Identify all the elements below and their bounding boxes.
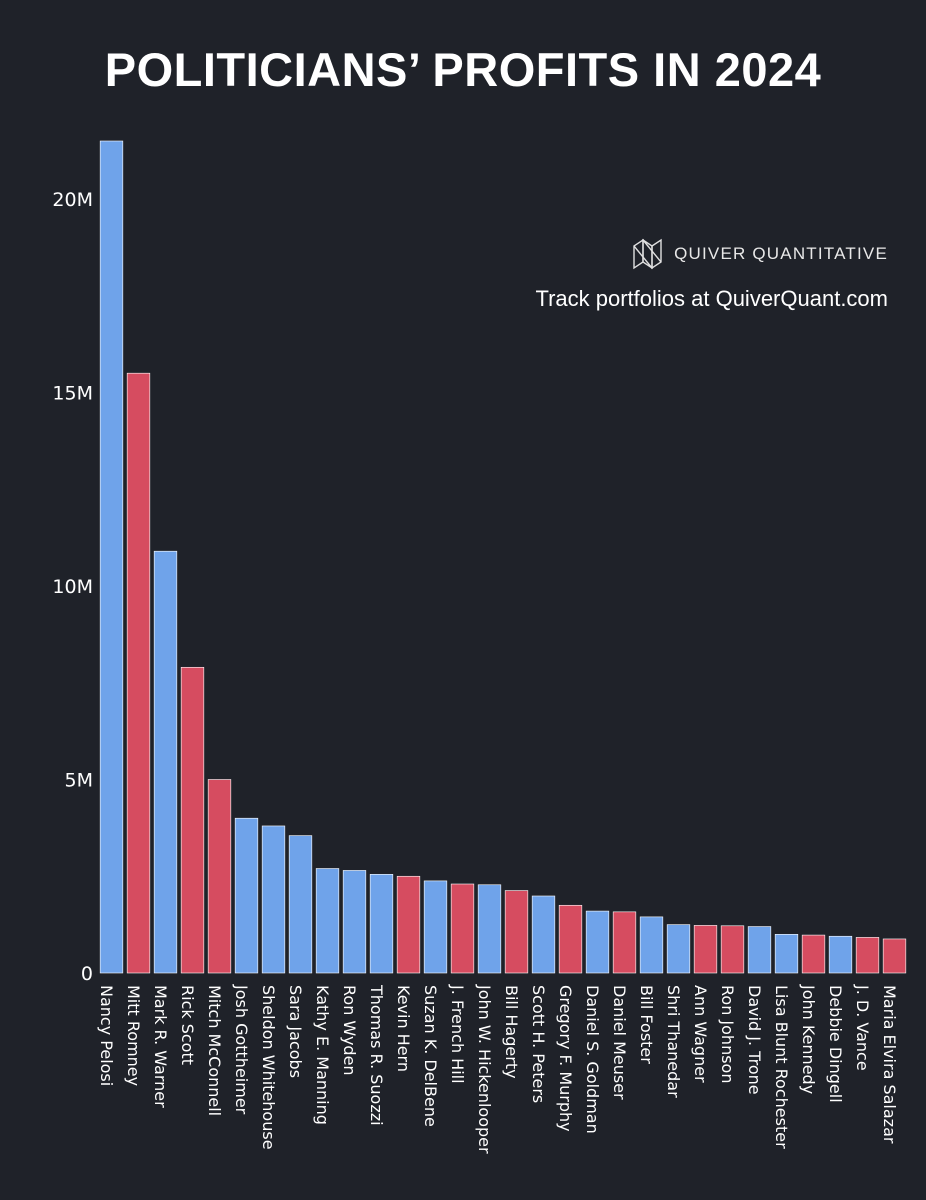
y-tick-label: 0: [81, 963, 93, 985]
x-tick-label: J. D. Vance: [853, 984, 872, 1071]
bar: [207, 779, 232, 974]
y-tick-label: 10M: [52, 576, 93, 598]
bar: [423, 880, 448, 974]
y-tick-label: 15M: [52, 383, 93, 405]
x-tick-label: Kevin Hern: [394, 985, 413, 1072]
bar: [450, 883, 475, 974]
x-tick-label: Scott H. Peters: [529, 985, 548, 1103]
x-tick-label: Ron Johnson: [718, 985, 737, 1083]
x-tick-label: Mark R. Warner: [151, 985, 170, 1108]
y-tick-label: 5M: [65, 770, 93, 792]
bar: [153, 550, 178, 974]
x-tick-label: Ann Wagner: [691, 985, 710, 1083]
bar: [261, 825, 286, 974]
brand-tagline: Track portfolios at QuiverQuant.com: [535, 286, 888, 311]
x-tick-label: Maria Elvira Salazar: [880, 985, 899, 1144]
x-tick-label: David J. Trone: [745, 985, 764, 1095]
brand-watermark: QUIVER QUANTITATIVE: [630, 236, 888, 272]
bar: [882, 938, 907, 974]
brand-name: QUIVER QUANTITATIVE: [674, 244, 888, 263]
bar: [585, 910, 610, 974]
bar: [531, 895, 556, 974]
bar: [612, 911, 637, 974]
x-tick-label: Sheldon Whitehouse: [259, 985, 278, 1150]
x-tick-label: J. French Hill: [448, 984, 467, 1084]
x-tick-label: Lisa Blunt Rochester: [772, 985, 791, 1149]
x-tick-label: Rick Scott: [178, 985, 197, 1065]
x-tick-label: John Kennedy: [799, 984, 818, 1094]
bar: [504, 890, 529, 974]
x-tick-label: Gregory F. Murphy: [556, 985, 575, 1132]
bar: [774, 933, 799, 974]
bar: [180, 666, 205, 974]
bar: [288, 835, 313, 974]
bar: [855, 937, 880, 974]
bar: [396, 875, 421, 974]
bar: [234, 817, 259, 974]
bar: [801, 934, 826, 974]
bar: [666, 924, 691, 974]
x-tick-label: Mitch McConnell: [205, 985, 224, 1116]
chart-title: POLITICIANS’ PROFITS IN 2024: [104, 43, 822, 96]
x-tick-label: Josh Gottheimer: [232, 984, 251, 1115]
bar: [126, 372, 151, 974]
x-tick-label: Thomas R. Suozzi: [367, 984, 386, 1126]
x-tick-label: Shri Thanedar: [664, 985, 683, 1098]
x-tick-label: Suzan K. DelBene: [421, 985, 440, 1127]
x-tick-label: Kathy E. Manning: [313, 985, 332, 1125]
bar: [342, 870, 367, 974]
y-tick-label: 20M: [52, 189, 93, 211]
bar: [747, 926, 772, 974]
quiver-logo-icon: [633, 238, 662, 270]
bar: [639, 916, 664, 974]
x-tick-label: Debbie Dingell: [826, 985, 845, 1103]
bar: [828, 935, 853, 974]
bar: [369, 874, 394, 974]
x-tick-label: Ron Wyden: [340, 985, 359, 1076]
bar: [720, 925, 745, 974]
x-tick-label: Mitt Romney: [124, 985, 143, 1086]
x-tick-label: Bill Foster: [637, 985, 656, 1064]
x-tick-label: Daniel Meuser: [610, 985, 629, 1100]
x-tick-label: Nancy Pelosi: [97, 985, 116, 1086]
x-tick-label: Sara Jacobs: [286, 985, 305, 1078]
x-tick-label: Bill Hagerty: [502, 985, 521, 1079]
x-tick-label: John W. Hickenlooper: [475, 984, 494, 1154]
bar: [477, 884, 502, 974]
bar: [693, 925, 718, 974]
x-tick-label: Daniel S. Goldman: [583, 985, 602, 1134]
bar: [99, 140, 124, 974]
bar: [315, 868, 340, 974]
bar: [558, 904, 583, 974]
